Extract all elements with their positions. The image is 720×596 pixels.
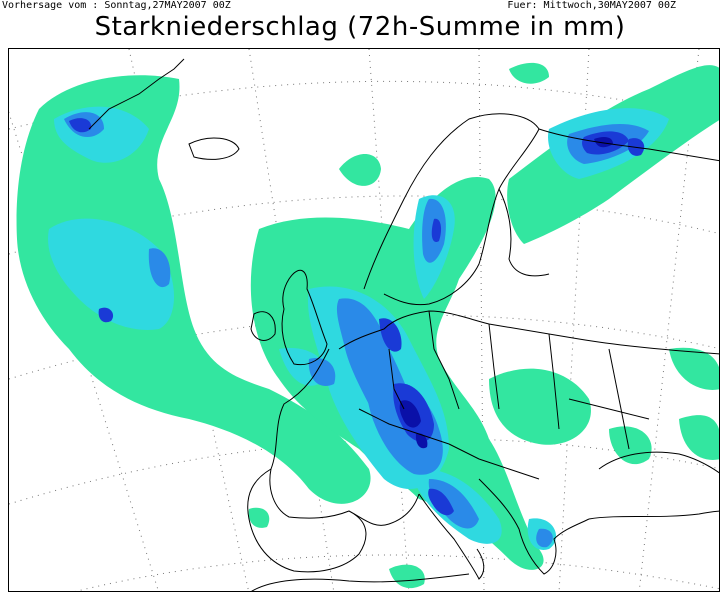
precip-level-5: [399, 136, 613, 449]
map-title: Starkniederschlag (72h-Summe in mm): [94, 12, 626, 42]
forecast-valid-time: Fuer: Mittwoch,30MAY2007 00Z: [507, 0, 676, 11]
precipitation-map: [8, 48, 720, 592]
coastlines: [88, 58, 719, 591]
forecast-issue-time: Vorhersage vom : Sonntag,27MAY2007 00Z: [2, 0, 231, 11]
map-canvas: [9, 49, 719, 591]
